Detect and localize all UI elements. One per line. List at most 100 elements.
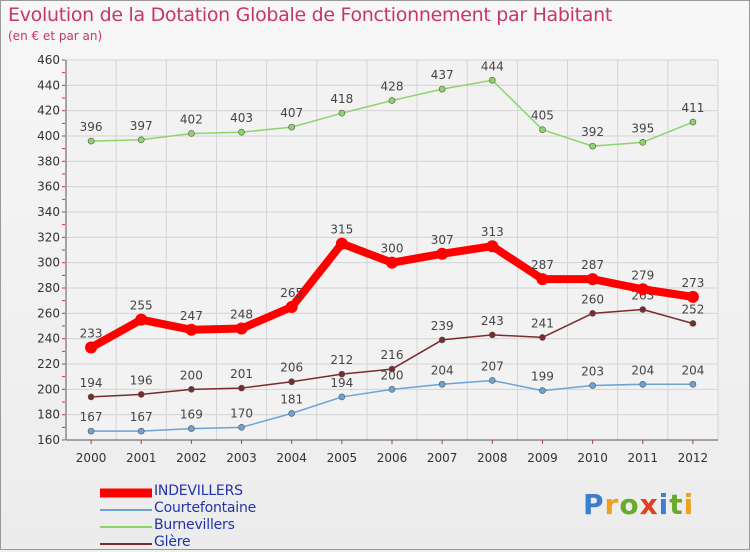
legend-swatch: [100, 542, 152, 545]
y-tick-label: 420: [37, 104, 60, 118]
y-tick-label: 200: [37, 382, 60, 396]
data-label: 167: [130, 410, 153, 424]
logo-letter: t: [669, 488, 684, 521]
data-label: 167: [80, 410, 103, 424]
data-label: 243: [481, 314, 504, 328]
data-point: [388, 365, 396, 373]
data-label: 265: [280, 286, 303, 300]
data-point: [689, 320, 697, 327]
legend-label: INDEVILLERS: [154, 483, 243, 499]
data-label: 194: [80, 376, 103, 390]
data-label: 201: [230, 367, 253, 381]
y-tick-label: 380: [37, 154, 60, 168]
chart-legend: INDEVILLERS Courtefontaine Burnevillers Glè…: [100, 483, 400, 552]
logo-letter: i: [683, 488, 695, 521]
data-label: 397: [130, 119, 153, 133]
legend-swatch: [100, 488, 152, 497]
data-label: 212: [330, 353, 353, 367]
x-tick-label: 2001: [126, 451, 157, 465]
data-point: [288, 378, 295, 386]
data-point: [436, 247, 449, 260]
legend-item: Courtefontaine: [100, 500, 400, 518]
data-label: 196: [130, 373, 153, 387]
data-label: 181: [280, 392, 303, 406]
data-label: 170: [230, 406, 253, 420]
data-point: [235, 322, 248, 335]
y-tick-label: 320: [37, 230, 60, 244]
x-tick-label: 2009: [527, 451, 558, 465]
data-point: [388, 97, 396, 104]
chart-title: Evolution de la Dotation Globale de Fonc…: [8, 4, 613, 26]
legend-item: Glère: [100, 534, 400, 552]
x-tick-label: 2005: [327, 451, 358, 465]
data-point: [85, 341, 98, 354]
data-point: [288, 410, 295, 417]
data-label: 437: [431, 68, 454, 82]
data-label: 241: [531, 316, 554, 330]
data-point: [238, 128, 245, 136]
data-point: [335, 237, 348, 250]
data-point: [188, 425, 195, 432]
data-point: [338, 393, 346, 401]
data-point: [539, 334, 546, 341]
data-label: 200: [381, 368, 404, 382]
data-label: 287: [531, 258, 554, 272]
data-point: [388, 386, 396, 393]
logo-letter: o: [619, 488, 640, 521]
x-tick-label: 2012: [678, 451, 709, 465]
data-label: 260: [581, 292, 604, 306]
data-label: 287: [581, 258, 604, 272]
data-label: 200: [180, 368, 203, 382]
data-point: [188, 130, 195, 137]
chart-subtitle: (en € et par an): [8, 29, 103, 43]
data-point: [686, 290, 699, 303]
data-label: 405: [531, 109, 554, 123]
y-tick-label: 360: [37, 180, 60, 194]
data-point: [489, 76, 496, 84]
data-point: [288, 123, 295, 131]
data-point: [539, 387, 546, 394]
x-tick-label: 2011: [627, 451, 658, 465]
data-point: [639, 306, 647, 313]
data-point: [137, 427, 145, 435]
x-tick-label: 2010: [577, 451, 608, 465]
data-label: 169: [180, 408, 203, 422]
data-point: [238, 424, 245, 431]
data-point: [238, 384, 245, 392]
legend-label: Courtefontaine: [154, 500, 257, 516]
proxiti-logo: Proxiti: [583, 488, 694, 521]
data-label: 204: [431, 363, 454, 377]
data-point: [438, 380, 446, 388]
data-point: [137, 136, 145, 144]
data-point: [589, 310, 596, 317]
data-point: [539, 126, 546, 133]
y-tick-label: 280: [37, 281, 60, 295]
data-label: 444: [481, 59, 504, 73]
data-label: 247: [180, 309, 203, 323]
legend-item: INDEVILLERS: [100, 483, 400, 501]
data-point: [589, 142, 596, 150]
plot-area: [66, 60, 718, 440]
data-label: 273: [681, 276, 704, 290]
data-point: [589, 382, 596, 389]
data-label: 315: [330, 223, 353, 237]
y-tick-label: 460: [37, 53, 60, 67]
legend-swatch: [100, 508, 152, 511]
y-tick-label: 240: [37, 332, 60, 346]
data-point: [639, 380, 647, 388]
data-point: [87, 137, 95, 145]
data-label: 418: [330, 92, 353, 106]
data-label: 396: [80, 120, 103, 134]
data-point: [689, 380, 697, 388]
data-point: [188, 386, 195, 393]
y-tick-label: 340: [37, 205, 60, 219]
data-label: 395: [631, 121, 654, 135]
data-label: 279: [631, 268, 654, 282]
logo-letter: P: [583, 488, 605, 521]
data-point: [586, 273, 599, 286]
legend-swatch: [100, 525, 152, 528]
data-label: 403: [230, 111, 253, 125]
x-tick-label: 2004: [276, 451, 307, 465]
y-tick-label: 220: [37, 357, 60, 371]
